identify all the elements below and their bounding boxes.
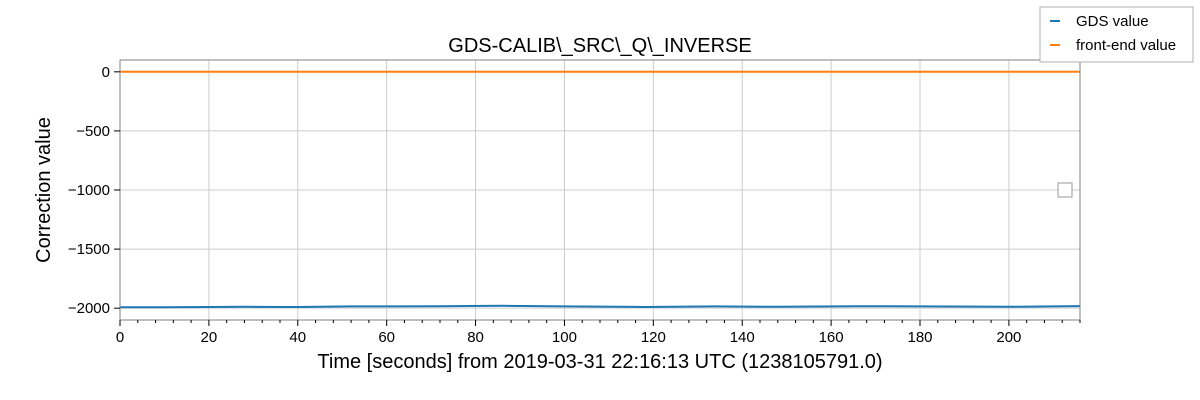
x-tick-label: 160 [819,329,844,346]
legend-box [1039,6,1194,63]
x-tick-label: 120 [641,329,666,346]
legend-label: front-end value [1076,37,1176,54]
x-tick-label: 200 [996,329,1021,346]
series-line-gds-value [120,304,1081,309]
x-tick-label: 0 [116,329,124,346]
chart-title: GDS-CALIB\_SRC\_Q\_INVERSE [448,35,751,57]
grid [119,60,1080,320]
legend: GDS value front-end value [1039,6,1194,63]
y-tick-label: 0 [102,64,110,81]
y-tick-label: −1000 [68,182,110,199]
y-tick-label: −1500 [68,241,110,258]
x-tick-label: 140 [730,329,755,346]
x-tick-label: 100 [552,329,577,346]
x-tick-label: 180 [907,329,932,346]
series-layer [120,70,1081,309]
y-tick-label: −500 [76,123,110,140]
ticks: 0 20 40 60 80 100 120 140 160 180 200 0 −500 −1000 −15… [68,64,1081,346]
x-tick-label: 80 [467,329,484,346]
x-tick-label: 40 [289,329,306,346]
stray-legend-marker [1057,182,1073,198]
legend-label: GDS value [1076,13,1149,30]
y-axis-label: Correction value [33,117,55,263]
x-tick-label: 60 [378,329,395,346]
x-tick-label: 20 [201,329,218,346]
x-axis-label: Time [seconds] from 2019-03-31 22:16:13 … [317,351,882,373]
y-tick-label: −2000 [68,300,110,317]
